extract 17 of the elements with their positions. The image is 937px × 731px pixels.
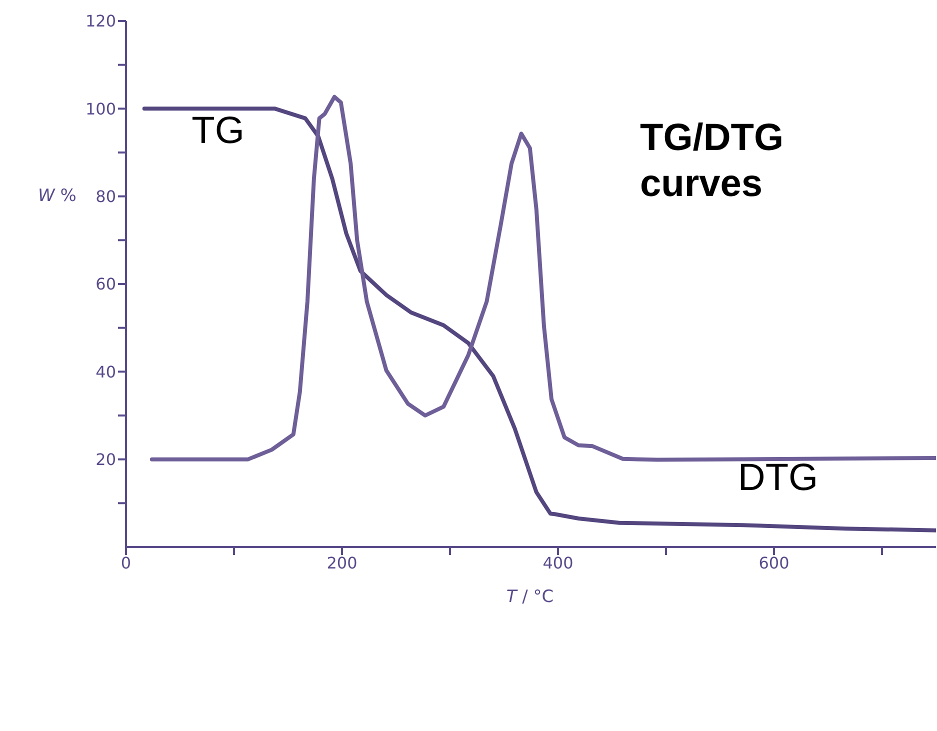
y-tick-label: 40 [96, 362, 116, 382]
y-tick-label: 120 [85, 12, 116, 31]
y-tick-label: 80 [96, 187, 116, 206]
series-label: DTG [738, 457, 818, 499]
y-axis-title: W % [38, 186, 76, 206]
x-tick-label: 0 [120, 553, 132, 572]
y-tick-label: 20 [96, 450, 116, 470]
x-tick-label: 600 [758, 553, 790, 572]
x-tick-label: 400 [542, 553, 574, 572]
y-tick-label: 100 [85, 99, 116, 118]
text: TG/DTG curves [640, 117, 784, 205]
y-tick-label: 60 [96, 274, 116, 294]
x-axis-title: T / °C [506, 587, 554, 607]
series-label: TG [192, 110, 244, 152]
line-series [150, 94, 936, 462]
line-series [142, 106, 936, 532]
x-tick-label: 200 [326, 553, 358, 572]
